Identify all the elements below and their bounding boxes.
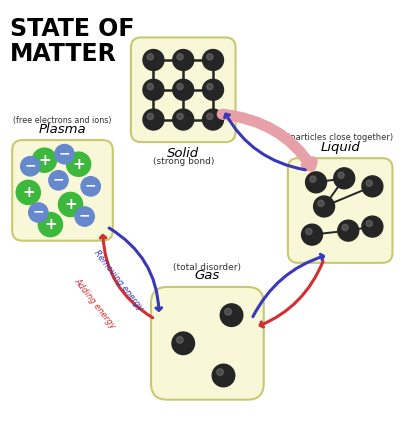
Text: STATE OF
MATTER: STATE OF MATTER <box>10 17 134 66</box>
Circle shape <box>313 196 334 217</box>
Circle shape <box>202 79 223 100</box>
Circle shape <box>32 148 56 172</box>
Text: (particles close together): (particles close together) <box>286 133 392 142</box>
Text: (strong bond): (strong bond) <box>152 157 213 166</box>
Circle shape <box>301 224 322 245</box>
Circle shape <box>202 109 223 130</box>
Circle shape <box>305 172 326 193</box>
Circle shape <box>212 364 234 387</box>
Circle shape <box>29 203 48 222</box>
Circle shape <box>206 83 213 90</box>
Circle shape <box>365 180 371 187</box>
Text: Plasma: Plasma <box>38 123 86 136</box>
Circle shape <box>172 109 193 130</box>
Circle shape <box>75 207 94 226</box>
Text: Removing energy: Removing energy <box>92 249 145 313</box>
Circle shape <box>171 332 194 354</box>
Circle shape <box>147 54 153 60</box>
Circle shape <box>49 171 68 190</box>
Circle shape <box>143 50 164 70</box>
Text: +: + <box>64 197 77 212</box>
Text: −: − <box>85 179 96 192</box>
Circle shape <box>309 176 315 182</box>
Circle shape <box>220 304 242 326</box>
FancyBboxPatch shape <box>12 140 112 241</box>
Text: Adding energy: Adding energy <box>72 276 117 330</box>
Circle shape <box>341 224 347 231</box>
Circle shape <box>172 79 193 100</box>
Circle shape <box>177 83 183 90</box>
Circle shape <box>55 144 74 164</box>
Circle shape <box>147 83 153 90</box>
FancyBboxPatch shape <box>130 37 235 142</box>
Circle shape <box>224 308 231 315</box>
Text: (total disorder): (total disorder) <box>173 263 241 272</box>
Text: +: + <box>22 185 35 200</box>
Text: −: − <box>79 209 90 223</box>
Circle shape <box>337 172 344 179</box>
Circle shape <box>176 336 183 343</box>
Circle shape <box>333 168 354 189</box>
FancyBboxPatch shape <box>151 287 263 400</box>
Circle shape <box>143 109 164 130</box>
Circle shape <box>177 54 183 60</box>
Text: −: − <box>52 173 64 187</box>
Text: −: − <box>25 158 36 173</box>
Circle shape <box>202 50 223 70</box>
Circle shape <box>81 177 100 196</box>
Circle shape <box>20 157 40 176</box>
Text: +: + <box>72 157 85 172</box>
Text: Solid: Solid <box>167 147 199 160</box>
Text: Liquid: Liquid <box>319 141 359 154</box>
Circle shape <box>16 180 40 205</box>
Circle shape <box>143 79 164 100</box>
Circle shape <box>365 220 371 226</box>
Circle shape <box>177 113 183 120</box>
Circle shape <box>361 216 382 237</box>
Circle shape <box>361 176 382 197</box>
Circle shape <box>206 54 213 60</box>
Text: +: + <box>38 153 51 168</box>
Text: −: − <box>32 205 44 218</box>
Circle shape <box>66 152 90 176</box>
Text: (free electrons and ions): (free electrons and ions) <box>13 116 112 125</box>
Circle shape <box>317 200 323 206</box>
Circle shape <box>305 228 311 234</box>
Circle shape <box>337 220 358 241</box>
Text: +: + <box>44 217 57 232</box>
Text: −: − <box>58 147 70 160</box>
Circle shape <box>216 369 223 376</box>
FancyBboxPatch shape <box>287 158 391 263</box>
Circle shape <box>38 213 62 237</box>
Circle shape <box>172 50 193 70</box>
Circle shape <box>58 192 83 216</box>
Circle shape <box>147 113 153 120</box>
Circle shape <box>206 113 213 120</box>
Text: Gas: Gas <box>194 269 220 282</box>
